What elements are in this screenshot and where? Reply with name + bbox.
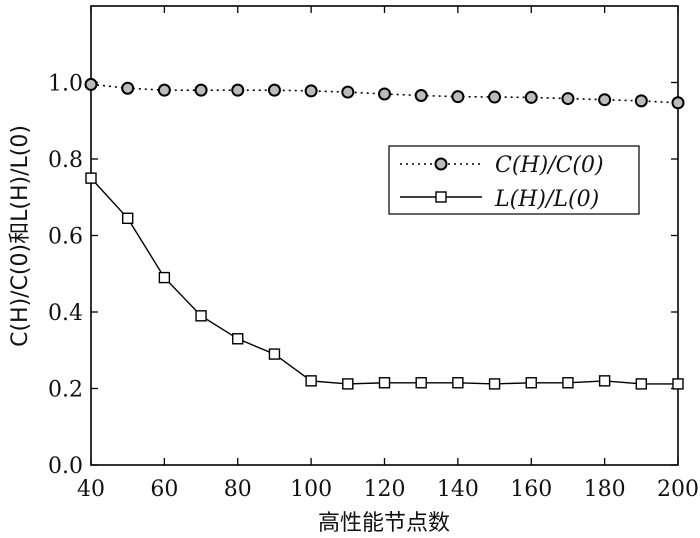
- data-point-square: [158, 271, 171, 284]
- legend-label-l: L(H)/L(0): [494, 187, 599, 212]
- data-point-circle: [414, 89, 428, 103]
- x-tick-label: 180: [584, 477, 626, 502]
- y-tick-label: 0.6: [48, 225, 83, 250]
- data-point-square: [342, 378, 354, 390]
- data-point-circle: [231, 83, 245, 97]
- data-point-circle: [634, 94, 648, 108]
- x-tick-label: 120: [364, 477, 406, 502]
- legend-label-c: C(H)/C(0): [495, 153, 604, 178]
- series-group: [84, 77, 685, 110]
- x-tick-label: 40: [77, 477, 105, 502]
- data-point-circle: [84, 77, 98, 91]
- x-axis-title: 高性能节点数: [318, 511, 450, 536]
- data-point-square: [232, 333, 244, 345]
- data-point-square: [488, 378, 501, 390]
- axis-ticks: 40 60 80 100 120 140 160 180 200 0.0 0.2 0.4 0.6 0.8 1…: [48, 6, 699, 502]
- data-point-circle: [598, 93, 612, 107]
- data-point-square: [305, 375, 317, 387]
- x-tick-label: 100: [290, 477, 332, 502]
- data-point-square: [85, 172, 97, 184]
- data-point-circle: [341, 85, 355, 99]
- data-point-square: [452, 377, 464, 389]
- data-point-circle: [378, 87, 391, 101]
- data-point-square: [672, 378, 684, 390]
- y-tick-label: 0.0: [48, 454, 83, 479]
- series-group: [85, 172, 684, 390]
- y-tick-label: 0.4: [48, 301, 83, 326]
- data-point-square: [635, 378, 648, 390]
- legend-marker-l: [435, 191, 447, 203]
- y-tick-label: 1.0: [48, 72, 83, 97]
- y-tick-label: 0.2: [48, 378, 83, 403]
- x-tick-label: 140: [437, 477, 479, 502]
- x-tick-label: 80: [224, 477, 252, 502]
- data-point-square: [121, 212, 134, 224]
- legend: C(H)/C(0) L(H)/L(0): [388, 145, 640, 215]
- data-point-circle: [488, 90, 502, 104]
- data-point-circle: [561, 92, 575, 106]
- legend-marker-c: [434, 157, 448, 171]
- data-point-square: [268, 348, 281, 360]
- data-point-circle: [157, 83, 171, 97]
- data-point-circle: [304, 84, 318, 98]
- data-point-circle: [194, 83, 208, 97]
- legend-box: [388, 145, 640, 215]
- x-tick-label: 60: [150, 477, 178, 502]
- plot-frame: [90, 5, 679, 466]
- x-tick-label: 200: [657, 477, 699, 502]
- data-point-circle: [524, 90, 538, 104]
- data-point-square: [195, 310, 207, 322]
- data-point-circle: [267, 83, 281, 97]
- y-axis-title: C(H)/C(0)和L(H)/L(0): [8, 125, 33, 347]
- data-point-square: [415, 377, 427, 389]
- x-tick-label: 160: [510, 477, 552, 502]
- y-tick-label: 0.8: [48, 148, 83, 173]
- data-point-circle: [121, 81, 135, 95]
- data-point-square: [562, 377, 574, 389]
- data-point-square: [598, 375, 611, 387]
- series-layer: [84, 77, 685, 390]
- data-point-square: [525, 377, 537, 389]
- data-point-square: [378, 377, 391, 389]
- data-point-circle: [671, 96, 685, 110]
- data-point-circle: [451, 90, 465, 104]
